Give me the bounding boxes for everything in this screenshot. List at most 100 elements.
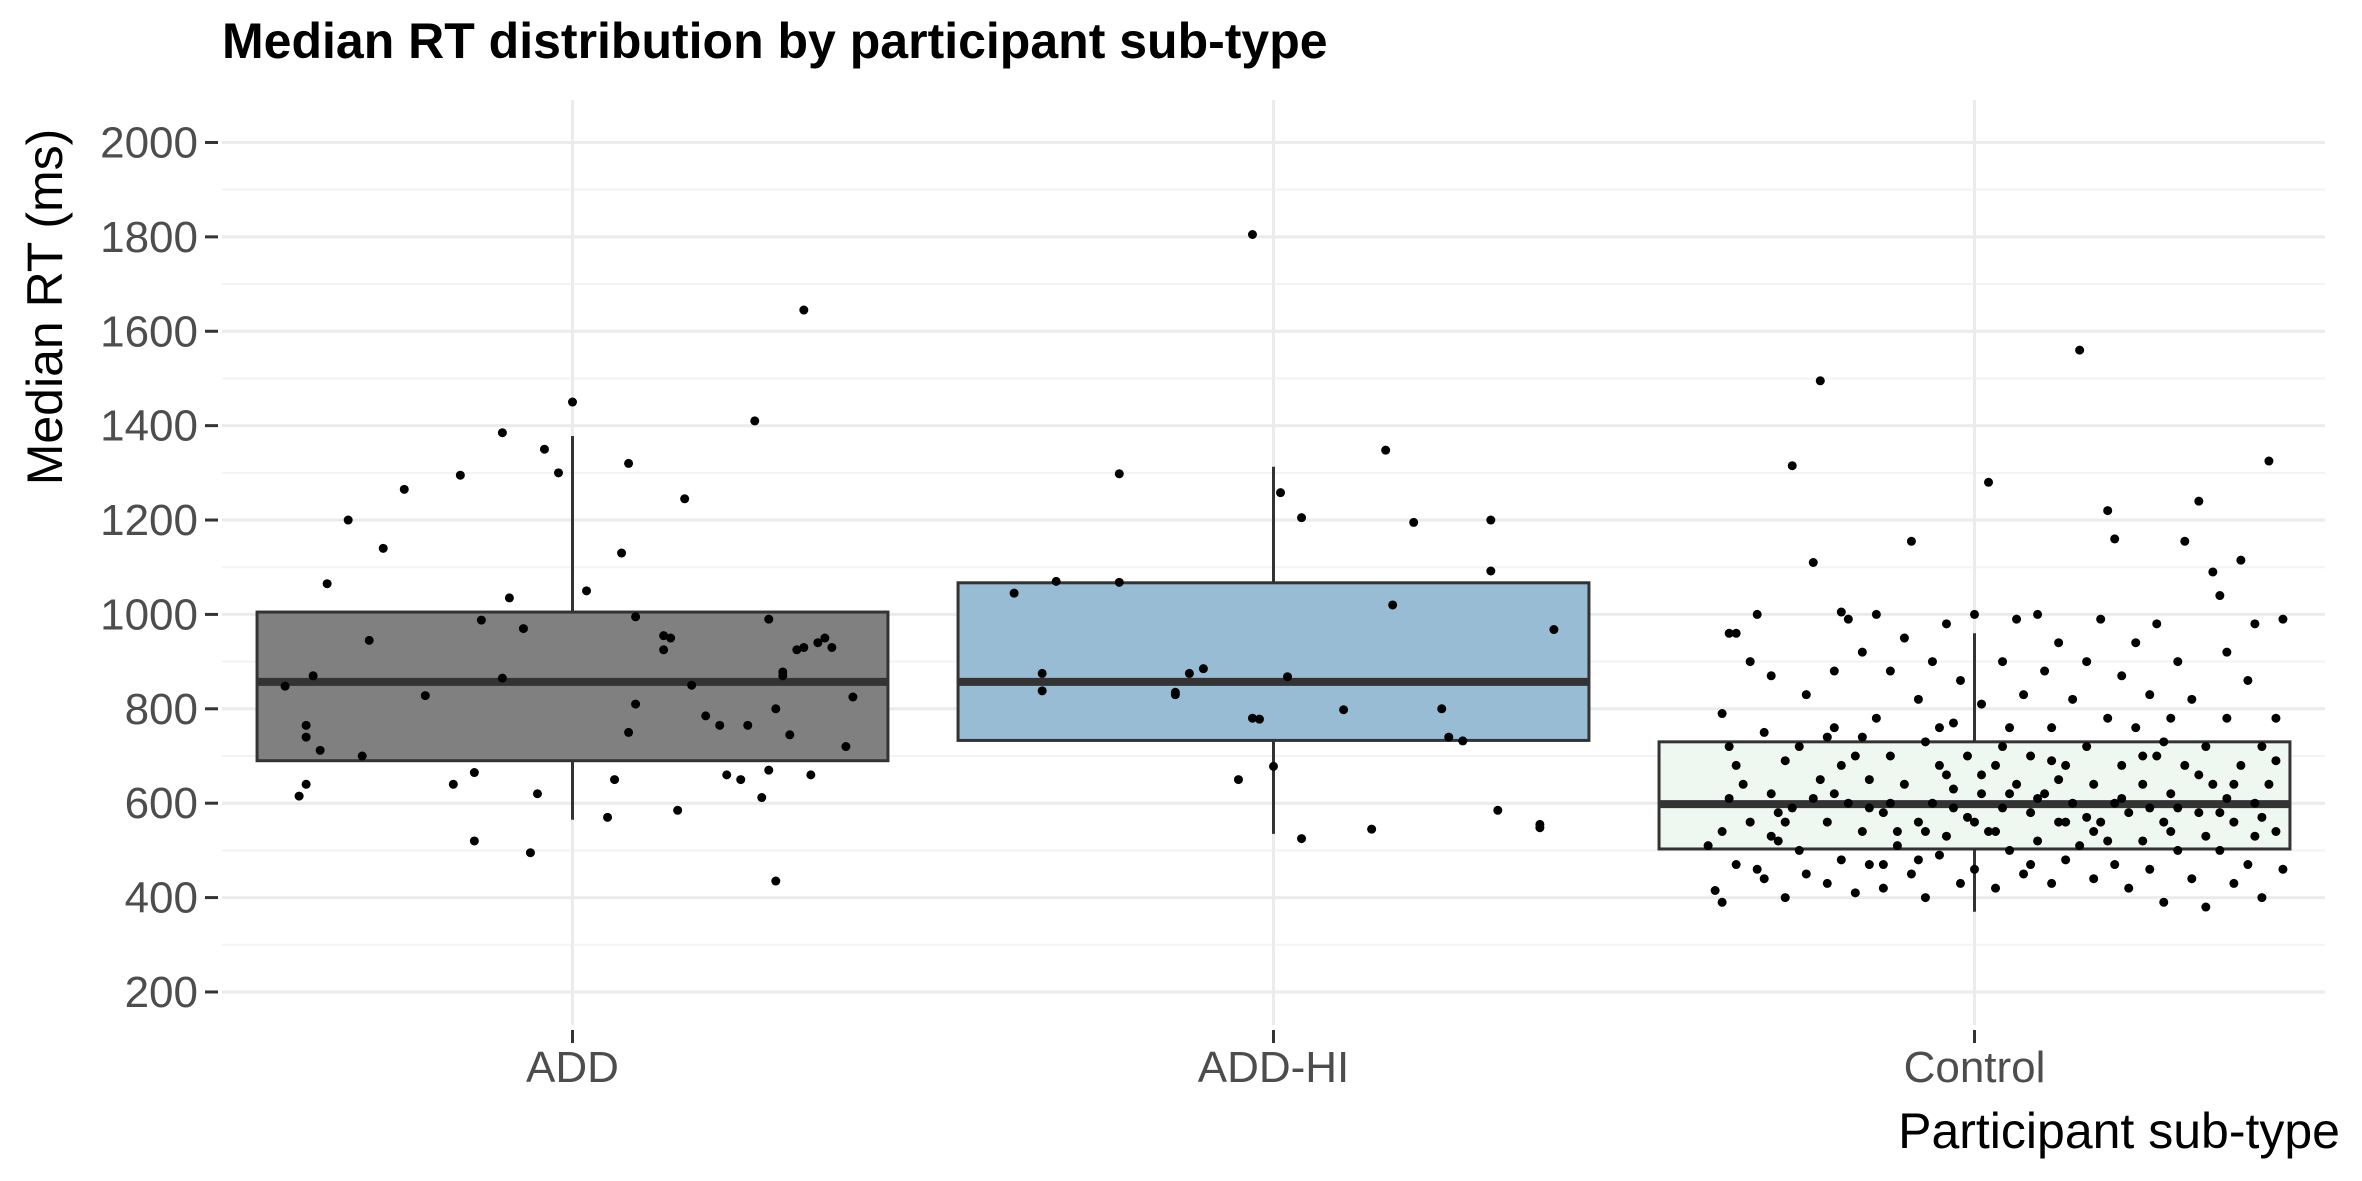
data-point xyxy=(1703,841,1713,851)
data-point xyxy=(1549,625,1559,635)
data-point xyxy=(1724,742,1734,752)
data-point xyxy=(603,812,613,822)
data-point xyxy=(1367,824,1377,834)
data-point xyxy=(2068,798,2078,808)
data-point xyxy=(1991,760,2001,770)
data-point xyxy=(1885,666,1895,676)
data-point xyxy=(1885,798,1895,808)
data-point xyxy=(1486,566,1496,576)
data-point xyxy=(1857,732,1867,742)
data-point xyxy=(1857,647,1867,657)
data-point xyxy=(2138,779,2148,789)
data-point xyxy=(1970,864,1979,874)
data-point xyxy=(1948,784,1958,794)
data-point xyxy=(2026,751,2036,761)
data-point xyxy=(2096,614,2106,624)
data-point xyxy=(2089,779,2099,789)
data-point xyxy=(1941,619,1951,629)
data-point xyxy=(1920,893,1930,903)
data-point xyxy=(848,692,858,702)
data-point xyxy=(420,691,430,701)
data-point xyxy=(2173,657,2183,667)
data-point xyxy=(2201,902,2211,912)
data-point xyxy=(1745,657,1755,667)
data-point xyxy=(1871,609,1881,619)
data-point xyxy=(1114,577,1124,587)
data-point xyxy=(2236,555,2246,565)
data-point xyxy=(2124,883,2134,893)
data-point xyxy=(2271,756,2281,766)
data-point xyxy=(1233,775,1243,785)
data-point xyxy=(2110,798,2120,808)
data-point xyxy=(1458,736,1468,746)
data-point xyxy=(2173,803,2183,813)
data-point xyxy=(1037,686,1047,696)
data-point xyxy=(2257,893,2267,903)
data-point xyxy=(1409,517,1419,527)
data-point xyxy=(2075,345,2085,355)
data-point xyxy=(757,793,767,803)
data-point xyxy=(2033,836,2043,846)
data-point xyxy=(1724,793,1734,803)
data-point xyxy=(2005,789,2015,799)
data-point xyxy=(1486,515,1496,525)
data-point xyxy=(2082,812,2092,822)
data-point xyxy=(1759,874,1769,884)
data-point xyxy=(1962,751,1972,761)
data-point xyxy=(2187,874,2197,884)
data-point xyxy=(399,484,409,494)
data-point xyxy=(1878,883,1888,893)
data-point xyxy=(1934,850,1944,860)
data-point xyxy=(1297,834,1307,844)
data-point xyxy=(2138,751,2148,761)
y-axis-title: Median RT (ms) xyxy=(17,129,73,486)
data-point xyxy=(1913,694,1923,704)
data-point xyxy=(2166,827,2176,837)
data-point xyxy=(2243,860,2253,870)
data-point xyxy=(1970,609,1979,619)
data-point xyxy=(2026,808,2036,818)
data-point xyxy=(1843,614,1853,624)
data-point xyxy=(743,720,753,730)
data-point xyxy=(301,732,311,742)
data-point xyxy=(2103,506,2113,516)
data-point xyxy=(722,770,732,780)
data-point xyxy=(1836,760,1846,770)
data-point xyxy=(2075,841,2085,851)
data-point xyxy=(1787,803,1797,813)
y-tick-label: 1600 xyxy=(100,307,198,356)
data-point xyxy=(2047,878,2057,888)
data-point xyxy=(1388,600,1398,610)
data-point xyxy=(2201,742,2211,752)
data-point xyxy=(1780,756,1790,766)
data-point xyxy=(2040,666,2050,676)
data-point xyxy=(2117,793,2127,803)
data-point xyxy=(1836,607,1846,617)
data-point xyxy=(1829,789,1839,799)
data-point xyxy=(2215,808,2225,818)
data-point xyxy=(1906,869,1916,879)
data-point xyxy=(2159,817,2169,827)
data-point xyxy=(1878,860,1888,870)
data-point xyxy=(2250,831,2260,841)
data-point xyxy=(582,586,592,596)
data-point xyxy=(568,397,577,407)
data-point xyxy=(2012,614,2022,624)
data-point xyxy=(357,751,367,761)
data-point xyxy=(2061,855,2071,865)
data-point xyxy=(448,779,458,789)
data-point xyxy=(2180,760,2190,770)
data-point xyxy=(1836,855,1846,865)
data-point xyxy=(2236,760,2246,770)
y-tick-label: 2000 xyxy=(100,118,198,167)
data-point xyxy=(532,789,542,799)
data-point xyxy=(1815,775,1825,785)
data-point xyxy=(1977,789,1987,799)
data-point xyxy=(2145,864,2155,874)
data-point xyxy=(378,543,388,553)
data-point xyxy=(2166,713,2176,723)
data-point xyxy=(1247,230,1257,240)
data-point xyxy=(1913,855,1923,865)
data-point xyxy=(2131,638,2141,648)
